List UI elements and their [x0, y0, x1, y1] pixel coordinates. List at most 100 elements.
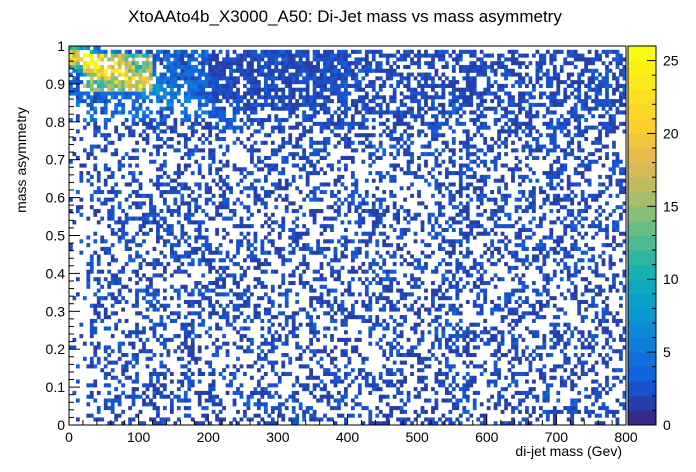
heatmap-cell: [316, 243, 320, 248]
heatmap-cell: [444, 360, 449, 365]
heatmap-cell: [114, 299, 119, 305]
heatmap-cell: [472, 53, 477, 58]
heatmap-cell: [204, 99, 209, 104]
heatmap-cell: [458, 53, 463, 58]
heatmap-cell: [309, 322, 313, 327]
heatmap-cell: [197, 91, 202, 96]
heatmap-cell: [187, 379, 192, 384]
heatmap-cell: [211, 64, 216, 70]
heatmap-cell: [128, 163, 132, 168]
heatmap-cell: [458, 303, 463, 308]
heatmap-cell: [75, 68, 80, 73]
heatmap-cell: [347, 129, 352, 134]
heatmap-cell: [121, 208, 125, 214]
heatmap-cell: [208, 383, 213, 388]
heatmap-cell: [166, 315, 171, 320]
heatmap-cell: [267, 299, 272, 305]
heatmap-cell: [469, 167, 474, 172]
heatmap-cell: [138, 243, 143, 248]
heatmap-cell: [469, 337, 474, 342]
heatmap-cell: [309, 118, 313, 123]
heatmap-cell: [444, 371, 449, 377]
heatmap-cell: [277, 178, 282, 183]
heatmap-cell: [124, 152, 129, 157]
heatmap-cell: [316, 57, 320, 62]
heatmap-cell: [378, 231, 383, 236]
heatmap-cell: [444, 417, 449, 422]
heatmap-cell: [107, 224, 112, 229]
heatmap-cell: [135, 243, 139, 248]
heatmap-cell: [382, 379, 387, 384]
heatmap-cell: [142, 402, 146, 407]
heatmap-cell: [410, 61, 414, 66]
heatmap-cell: [138, 171, 143, 176]
heatmap-cell: [187, 64, 192, 70]
heatmap-cell: [302, 383, 307, 388]
heatmap-cell: [169, 398, 174, 403]
heatmap-cell: [434, 159, 439, 164]
heatmap-cell: [375, 239, 380, 244]
heatmap-cell: [208, 250, 213, 255]
heatmap-cell: [319, 53, 324, 58]
heatmap-cell: [462, 383, 467, 388]
heatmap-cell: [103, 246, 108, 251]
heatmap-cell: [274, 421, 279, 426]
heatmap-cell: [183, 216, 188, 221]
heatmap-cell: [152, 371, 157, 377]
heatmap-cell: [364, 284, 369, 289]
heatmap-cell: [344, 387, 348, 392]
heatmap-cell: [208, 133, 213, 138]
heatmap-cell: [194, 121, 199, 126]
heatmap-cell: [361, 315, 366, 320]
heatmap-cell: [169, 246, 174, 251]
heatmap-cell: [323, 190, 327, 195]
heatmap-cell: [117, 57, 122, 62]
heatmap-cell: [208, 99, 213, 104]
heatmap-cell: [330, 99, 334, 104]
heatmap-cell: [208, 265, 213, 270]
heatmap-cell: [413, 118, 418, 123]
heatmap-cell: [420, 106, 425, 111]
heatmap-cell: [124, 334, 129, 339]
heatmap-cell: [382, 307, 387, 312]
heatmap-cell: [117, 205, 122, 210]
heatmap-cell: [438, 152, 442, 157]
heatmap-cell: [389, 72, 394, 77]
heatmap-cell: [190, 262, 195, 267]
heatmap-cell: [201, 243, 206, 248]
heatmap-cell: [455, 95, 460, 100]
heatmap-cell: [260, 269, 265, 274]
heatmap-cell: [472, 110, 477, 115]
heatmap-cell: [465, 87, 470, 92]
heatmap-cell: [176, 345, 181, 350]
heatmap-cell: [218, 417, 223, 422]
heatmap-cell: [479, 99, 484, 104]
heatmap-cell: [392, 212, 397, 217]
heatmap-cell: [382, 208, 387, 214]
heatmap-cell: [201, 102, 206, 107]
heatmap-cell: [417, 337, 421, 342]
heatmap-cell: [291, 163, 296, 168]
heatmap-cell: [86, 46, 91, 51]
heatmap-cell: [110, 91, 115, 96]
heatmap-cell: [392, 269, 397, 274]
heatmap-cell: [462, 216, 467, 221]
heatmap-cell: [149, 398, 153, 403]
heatmap-cell: [149, 87, 153, 92]
heatmap-cell: [462, 334, 467, 339]
heatmap-cell: [476, 155, 481, 160]
heatmap-cell: [316, 152, 320, 157]
heatmap-cell: [253, 303, 258, 308]
heatmap-cell: [479, 212, 484, 217]
heatmap-cell: [128, 110, 132, 115]
heatmap-cell: [250, 390, 254, 395]
heatmap-cell: [451, 80, 456, 85]
heatmap-cell: [201, 390, 206, 395]
heatmap-cell: [469, 273, 474, 278]
heatmap-cell: [75, 76, 80, 81]
heatmap-cell: [458, 106, 463, 111]
heatmap-cell: [295, 136, 300, 142]
heatmap-cell: [476, 364, 481, 369]
heatmap-cell: [441, 53, 446, 58]
heatmap-cell: [330, 269, 334, 274]
